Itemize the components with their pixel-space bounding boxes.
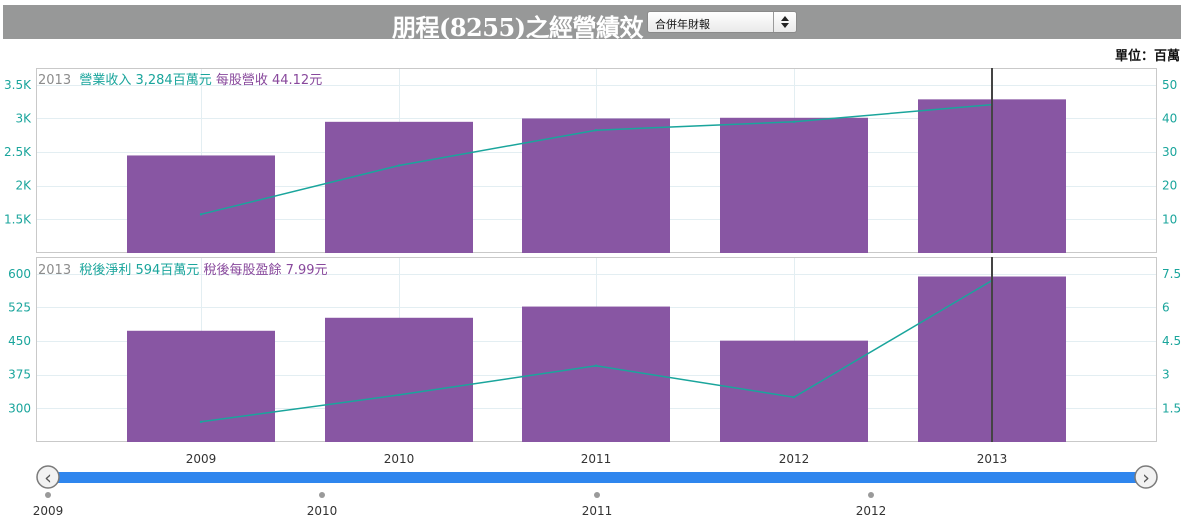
revenue-info: 2013 營業收入 3,284百萬元 每股營收 44.12元 [38,69,322,88]
profit-right-tick-label: 3 [1162,368,1170,382]
profit-left-tick-label: 525 [8,300,31,314]
revenue-eps-point-2011 [594,129,598,132]
profit-eps-point-2010 [397,393,401,397]
slider-tick-label: 2012 [856,504,887,518]
profit-left-tick-label: 600 [8,267,31,281]
x-tick-label: 2013 [977,452,1008,466]
slider-tick-dot [594,492,600,498]
profit-left-tick-label: 300 [8,401,31,415]
profit-bar-2012[interactable] [720,340,868,442]
revenue-info-metric: 營業收入 3,284百萬元 [79,73,212,88]
unit-label: 單位：百萬 [1114,49,1180,64]
revenue-right-tick-label: 50 [1162,78,1177,92]
slider-tick-dot [868,492,874,498]
slider-tick-dot [45,492,51,498]
profit-left-tick-label: 375 [8,368,31,382]
profit-eps-point-2011 [594,364,598,367]
slider-tick-label: 2009 [33,504,64,518]
revenue-info-eps: 每股營收 44.12元 [215,73,323,88]
profit-eps-point-2009 [199,420,203,424]
revenue-bar-2011[interactable] [522,118,670,253]
profit-right-tick-label: 7.5 [1162,267,1181,281]
slider-tick-label: 2011 [582,504,613,518]
revenue-right-tick-label: 40 [1162,111,1177,125]
revenue-bar-2010[interactable] [325,121,473,254]
profit-bar-2010[interactable] [325,317,473,442]
revenue-bar-2012[interactable] [720,117,868,253]
revenue-left-tick-label: 2.5K [4,145,32,159]
slider-tick-dot [319,492,325,498]
slider-right-handle-icon[interactable] [1134,465,1158,489]
profit-right-tick-label: 6 [1162,300,1170,314]
range-slider-track[interactable] [46,472,1148,483]
revenue-info-year: 2013 [38,73,72,88]
profit-right-tick-label: 4.5 [1162,334,1181,348]
revenue-left-tick-label: 1.5K [4,212,32,226]
profit-right-tick-label: 1.5 [1162,401,1181,415]
revenue-right-tick-label: 30 [1162,145,1177,159]
slider-right-handle-icon-glyph: › [1142,467,1150,489]
report-type-select[interactable]: 合併年財報 [647,11,797,33]
revenue-eps-point-2012 [792,120,796,124]
profit-info-metric: 稅後淨利 594百萬元 [79,263,200,278]
revenue-left-tick-label: 3K [15,111,32,125]
profit-info: 2013 稅後淨利 594百萬元 稅後每股盈餘 7.99元 [38,259,328,278]
revenue-eps-point-2010 [397,164,401,167]
slider-left-handle-icon-glyph: ‹ [44,467,52,489]
profit-eps-point-2012 [792,395,796,399]
page-title: 朋程(8255)之經營績效 [392,13,644,42]
revenue-right-tick-label: 20 [1162,179,1177,193]
revenue-left-tick-label: 3.5K [4,78,32,92]
revenue-right-tick-label: 10 [1162,212,1177,226]
revenue-eps-point-2009 [199,213,203,216]
select-arrows-icon[interactable] [773,12,796,32]
profit-info-eps: 稅後每股盈餘 7.99元 [203,263,328,278]
x-tick-label: 2012 [779,452,810,466]
x-tick-label: 2010 [384,452,415,466]
revenue-bar-2009[interactable] [127,155,275,253]
profit-bar-2009[interactable] [127,330,275,442]
profit-info-year: 2013 [38,263,72,278]
title-bar: 朋程(8255)之經營績效 合併年財報 [3,5,1181,42]
revenue-left-tick-label: 2K [15,179,32,193]
profit-left-tick-label: 450 [8,334,31,348]
slider-left-handle-icon[interactable] [36,465,60,489]
x-tick-label: 2009 [186,452,217,466]
slider-tick-label: 2010 [307,504,338,518]
x-tick-label: 2011 [581,452,612,466]
report-type-value: 合併年財報 [655,18,710,31]
